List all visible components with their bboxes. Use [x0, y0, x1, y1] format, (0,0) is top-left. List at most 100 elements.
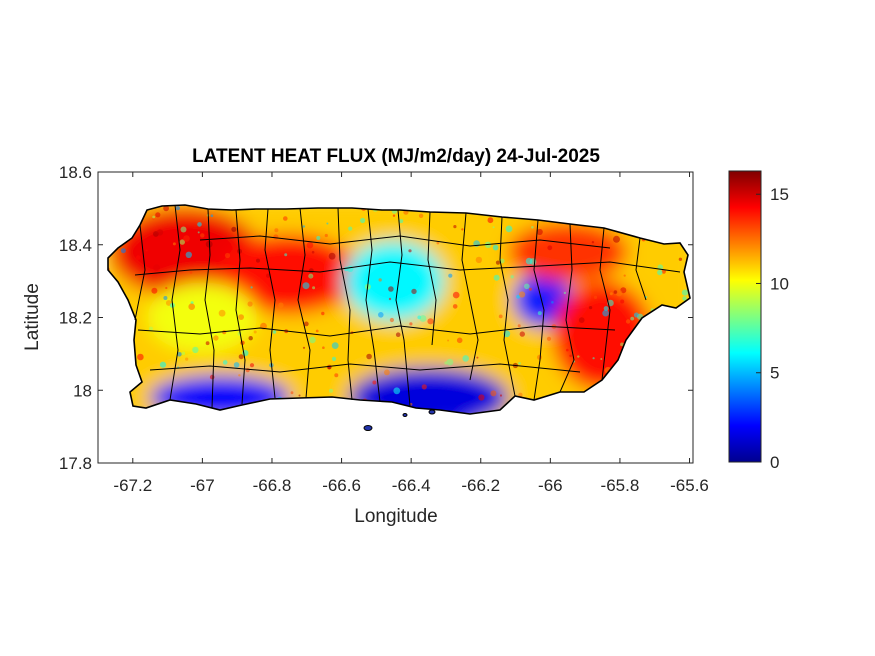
heat-speckle-dot	[183, 235, 190, 242]
heat-speckle-dot	[324, 233, 328, 238]
municipality-boundary	[499, 216, 516, 397]
heat-speckle-dot	[678, 257, 683, 261]
heat-speckle-dot	[378, 278, 382, 282]
heat-speckle-dot	[328, 252, 336, 260]
heat-speckle-dot	[247, 301, 253, 307]
heat-speckle-dot	[461, 228, 464, 231]
x-tick-label: -66.8	[253, 476, 292, 495]
colorbar-ticks: 0 5 10 15	[756, 185, 789, 472]
municipality-boundary	[599, 227, 611, 381]
municipality-boundary	[635, 237, 647, 301]
heat-speckle-dot	[681, 289, 689, 296]
chart-title: LATENT HEAT FLUX (MJ/m2/day) 24-Jul-2025	[192, 146, 600, 167]
heat-speckle-dot	[273, 234, 279, 240]
x-axis-label: Longitude	[354, 506, 437, 527]
y-axis-label: Latitude	[22, 283, 43, 351]
heat-speckle-dot	[388, 297, 392, 301]
heat-speckle-dot	[274, 228, 279, 233]
heat-speckle-dot	[372, 380, 377, 385]
heat-speckle-dot	[185, 357, 189, 361]
heat-speckle-dot	[600, 358, 603, 360]
heat-speckle-dot	[302, 346, 306, 349]
municipality-boundary	[427, 211, 437, 346]
heat-speckle-dot	[547, 245, 553, 251]
x-tick-label: -66	[538, 476, 563, 495]
heat-speckle-dot	[419, 315, 427, 322]
heat-speckle-dot	[566, 348, 569, 352]
x-tick-label: -66.2	[461, 476, 500, 495]
heat-speckle-dot	[519, 291, 526, 298]
heat-speckle-dot	[577, 355, 580, 358]
heat-speckle-dot	[536, 228, 543, 236]
x-tick-label: -67	[190, 476, 215, 495]
heat-speckle-dot	[302, 282, 310, 290]
heat-speckle-dot	[388, 286, 394, 292]
y-axis: 17.8 18 18.2 18.4 18.6	[59, 163, 693, 473]
y-tick-label: 18	[73, 381, 92, 400]
heat-speckle-dot	[620, 342, 624, 347]
heat-speckle-dot	[249, 363, 255, 368]
heat-speckle-dot	[411, 288, 417, 295]
heat-speckle-dot	[475, 256, 483, 264]
heat-speckle-dot	[172, 242, 176, 246]
heat-speckle-dot	[389, 317, 394, 323]
x-tick-label: -65.6	[670, 476, 709, 495]
heat-speckle-dot	[563, 291, 567, 295]
heat-speckle-dot	[209, 374, 215, 380]
y-tick-label: 18.2	[59, 309, 92, 328]
heat-speckle-dot	[393, 387, 401, 395]
heat-speckle-dot	[392, 214, 396, 217]
heat-speckle-dot	[516, 294, 520, 299]
heat-speckle-dot	[487, 217, 494, 224]
heat-speckle-dot	[408, 249, 412, 253]
heat-speckle-dot	[569, 354, 572, 358]
heat-speckle-dot	[551, 301, 554, 304]
heat-speckle-dot	[478, 394, 485, 401]
heat-speckle-dot	[620, 299, 625, 304]
municipality-boundary	[149, 363, 581, 373]
heat-speckle-dot	[283, 216, 288, 221]
x-tick-label: -67.2	[113, 476, 152, 495]
heat-speckle-dot	[446, 358, 454, 366]
heat-speckle-dot	[492, 226, 495, 229]
municipality-boundary	[134, 224, 146, 321]
municipality-boundary	[137, 325, 616, 337]
heat-speckle-dot	[175, 205, 180, 211]
heat-speckle-dot	[525, 257, 533, 265]
heat-speckle-dot	[517, 324, 521, 328]
heat-speckle-dot	[238, 374, 241, 377]
x-tick-label: -66.6	[322, 476, 361, 495]
heat-speckle-dot	[253, 330, 257, 334]
heat-speckle-dot	[427, 318, 434, 325]
heat-speckle-dot	[531, 226, 534, 229]
heat-speckle-dot	[200, 233, 205, 238]
islet	[428, 409, 436, 415]
municipality-boundaries	[134, 204, 681, 409]
offshore-islets	[363, 409, 436, 431]
heat-speckle-dot	[384, 369, 390, 376]
heat-speckle-dot	[145, 249, 148, 252]
municipality-boundary	[533, 219, 545, 401]
heat-speckle-dot	[537, 311, 542, 316]
y-tick-label: 17.8	[59, 454, 92, 473]
heat-speckle-dot	[498, 314, 503, 319]
heat-speckle-dot	[222, 360, 228, 365]
heat-speckle-dot	[303, 321, 309, 327]
municipality-boundary	[169, 204, 181, 401]
heat-speckle-dot	[272, 330, 277, 334]
heat-speckle-dot	[210, 214, 214, 217]
heat-speckle-dot	[188, 303, 195, 311]
municipality-boundary	[461, 212, 479, 381]
heat-speckle-dot	[409, 322, 413, 326]
heat-speckle-dot	[492, 244, 499, 251]
heat-speckle-dot	[499, 394, 503, 397]
heat-speckle-dot	[192, 346, 199, 354]
heat-speckle-dot	[452, 304, 458, 309]
colorbar-tick-label: 5	[770, 364, 779, 383]
heat-speckle-dot	[315, 329, 319, 333]
heat-speckle-dot	[135, 255, 141, 260]
islet	[363, 425, 373, 431]
heat-speckle-dot	[284, 253, 288, 257]
heat-speckle-dot	[395, 332, 401, 338]
heat-speckle-dot	[331, 342, 339, 349]
